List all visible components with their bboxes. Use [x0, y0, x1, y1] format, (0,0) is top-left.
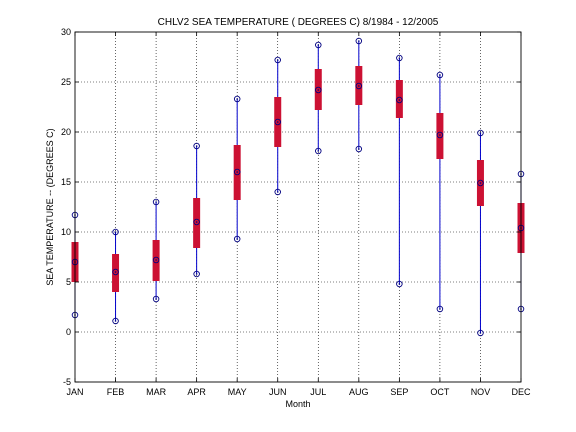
x-tick-label: JAN	[66, 387, 83, 397]
median-marker-dot-aug	[358, 85, 360, 87]
x-tick-label: JUL	[310, 387, 326, 397]
x-tick-label: FEB	[107, 387, 125, 397]
max-marker-dot-aug	[358, 40, 360, 42]
x-tick-label: SEP	[390, 387, 408, 397]
min-marker-aug	[355, 145, 363, 153]
min-marker-dot-sep	[398, 283, 401, 285]
min-marker-dot-oct	[439, 308, 441, 310]
median-marker-dot-jul	[317, 89, 320, 91]
min-marker-sep	[396, 280, 403, 288]
max-marker-dot-feb	[114, 231, 117, 233]
min-marker-feb	[112, 317, 119, 325]
median-marker-dot-may	[236, 171, 238, 173]
y-tick-label: 20	[61, 127, 71, 137]
y-tick-label: 10	[61, 227, 71, 237]
y-axis-label: SEA TEMPERATURE -- (DEGREES C)	[45, 128, 55, 285]
median-marker-oct	[436, 131, 444, 139]
max-marker-sep	[396, 54, 403, 62]
x-tick-label: NOV	[471, 387, 491, 397]
x-axis-label: Month	[285, 399, 310, 409]
max-marker-dot-sep	[398, 57, 401, 59]
max-marker-dot-apr	[195, 145, 198, 147]
y-tick-label: 25	[61, 77, 71, 87]
y-tick-labels: -5 0 5 10 15 20 25 30	[61, 27, 71, 387]
max-marker-jul	[315, 41, 322, 49]
x-tick-labels: JAN FEB MAR APR MAY JUN JUL AUG SEP OCT NOV DEC	[66, 387, 531, 397]
x-tick-label: MAR	[146, 387, 167, 397]
markers	[71, 37, 525, 337]
median-marker-dot-jun	[276, 121, 279, 123]
min-marker-dot-mar	[155, 298, 157, 300]
chart-title: CHLV2 SEA TEMPERATURE ( DEGREES C) 8/198…	[158, 17, 439, 28]
min-marker-jun	[274, 188, 281, 196]
y-tick-label: -5	[63, 377, 71, 387]
min-marker-apr	[193, 270, 200, 278]
box-apr	[193, 198, 201, 248]
max-marker-jun	[274, 56, 281, 64]
max-marker-dot-mar	[155, 201, 157, 203]
whiskers	[74, 41, 522, 333]
median-marker-dot-mar	[155, 259, 157, 261]
median-marker-dot-apr	[195, 221, 198, 223]
y-tick-label: 30	[61, 27, 71, 37]
median-marker-nov	[477, 179, 484, 187]
median-marker-dot-feb	[114, 271, 117, 273]
max-marker-oct	[436, 71, 444, 79]
median-marker-aug	[355, 82, 363, 90]
x-tick-label: MAY	[228, 387, 247, 397]
median-marker-jul	[315, 86, 322, 94]
median-marker-jun	[274, 118, 281, 126]
max-marker-dot-oct	[439, 74, 441, 76]
y-tick-label: 5	[66, 277, 71, 287]
max-marker-dot-jul	[317, 44, 320, 46]
y-tick-label: 0	[66, 327, 71, 337]
min-marker-oct	[436, 305, 444, 313]
min-marker-jul	[315, 147, 322, 155]
boxes	[71, 66, 525, 292]
min-marker-mar	[152, 295, 160, 303]
max-marker-feb	[112, 228, 119, 236]
min-marker-dot-apr	[195, 273, 198, 275]
x-tick-label: APR	[187, 387, 206, 397]
min-marker-dot-aug	[358, 148, 360, 150]
max-marker-dot-nov	[479, 132, 482, 134]
min-marker-dot-jun	[276, 191, 279, 193]
box-oct	[436, 113, 444, 159]
x-tick-label: JUN	[269, 387, 287, 397]
max-marker-apr	[193, 142, 200, 150]
min-marker-dot-jul	[317, 150, 320, 152]
median-marker-dot-nov	[479, 182, 482, 184]
min-marker-may	[233, 235, 241, 243]
median-marker-feb	[112, 268, 119, 276]
median-marker-mar	[152, 256, 160, 264]
grid-lines	[75, 32, 521, 382]
x-tick-label: OCT	[430, 387, 450, 397]
box-sep	[395, 80, 403, 118]
max-marker-mar	[152, 198, 160, 206]
max-marker-dot-may	[236, 98, 238, 100]
x-tick-label: AUG	[349, 387, 369, 397]
median-marker-may	[233, 168, 241, 176]
median-marker-sep	[396, 96, 403, 104]
min-marker-nov	[477, 329, 484, 337]
min-marker-dot-feb	[114, 320, 117, 322]
max-marker-dot-jun	[276, 59, 279, 61]
plot-area	[74, 31, 522, 383]
min-marker-dot-nov	[479, 332, 482, 334]
max-marker-aug	[355, 37, 363, 45]
box-feb	[112, 254, 120, 292]
x-tick-label: DEC	[511, 387, 531, 397]
y-tick-label: 15	[61, 177, 71, 187]
median-marker-dot-oct	[439, 134, 441, 136]
min-marker-dot-may	[236, 238, 238, 240]
median-marker-dot-sep	[398, 99, 401, 101]
max-marker-may	[233, 95, 241, 103]
median-marker-apr	[193, 218, 200, 226]
max-marker-nov	[477, 129, 484, 137]
ticks	[74, 31, 522, 383]
